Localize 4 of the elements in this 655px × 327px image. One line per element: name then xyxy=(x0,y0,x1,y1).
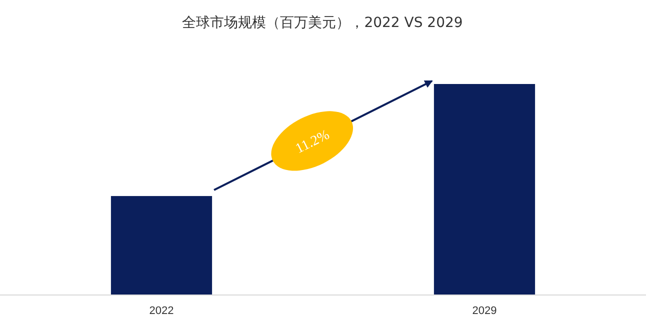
chart-title: 全球市场规模（百万美元），2022 VS 2029 xyxy=(182,15,463,31)
x-tick-label: 2029 xyxy=(472,305,497,317)
annotation: 11.2% xyxy=(293,127,332,157)
x-tick-label: 2022 xyxy=(149,305,174,317)
